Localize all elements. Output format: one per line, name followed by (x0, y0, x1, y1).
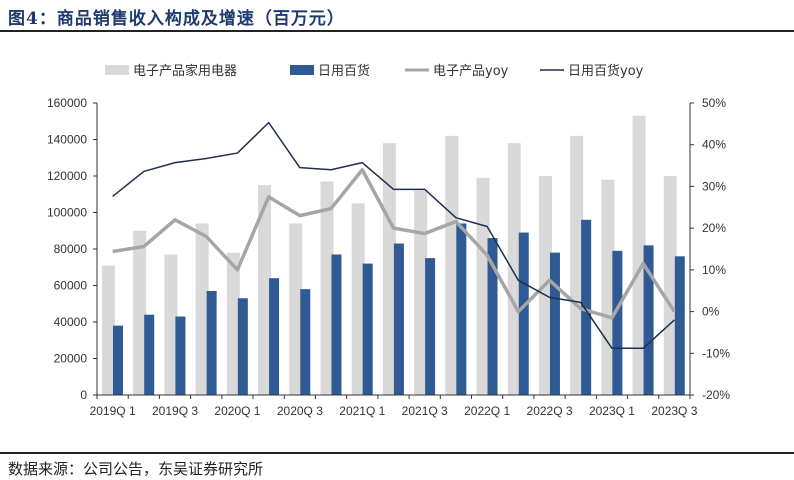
bar-electronics (663, 176, 677, 395)
line-electronics-yoy (112, 167, 676, 320)
bar-electronics (102, 265, 115, 395)
bar-daily-goods (549, 252, 560, 395)
x-tick-label: 2020Q 3 (277, 404, 323, 418)
left-tick-label: 120000 (47, 169, 87, 183)
bar-electronics (445, 135, 459, 395)
bar-electronics (258, 185, 272, 395)
top-rule (0, 30, 794, 32)
bar-daily-goods (456, 223, 467, 395)
source-note: 数据来源：公司公告，东吴证券研究所 (8, 460, 264, 478)
left-tick-label: 40000 (54, 315, 88, 329)
left-tick-label: 160000 (47, 96, 87, 110)
bar-daily-goods (237, 298, 248, 395)
bar-electronics (351, 203, 365, 395)
legend-label: 电子产品yoy (433, 64, 509, 79)
bar-daily-goods (518, 232, 529, 395)
right-tick-label: 20% (702, 221, 726, 235)
bottom-rule (0, 452, 794, 454)
bar-daily-goods (175, 316, 186, 395)
bar-electronics (414, 190, 428, 395)
bar-electronics (476, 177, 490, 395)
bar-daily-goods (269, 278, 280, 395)
left-tick-label: 20000 (54, 352, 88, 366)
bar-electronics (195, 223, 209, 395)
left-tick-label: 0 (80, 388, 87, 402)
legend-swatch (105, 65, 129, 75)
right-tick-label: -10% (702, 346, 730, 360)
bar-daily-goods (425, 258, 436, 395)
bar-electronics (507, 143, 521, 395)
x-tick-label: 2021Q 1 (339, 404, 385, 418)
x-tick-label: 2019Q 3 (152, 404, 198, 418)
bar-daily-goods (144, 314, 155, 395)
x-tick-label: 2022Q 3 (527, 404, 573, 418)
x-tick-label: 2020Q 1 (214, 404, 260, 418)
bar-electronics (570, 135, 584, 395)
bar-daily-goods (643, 245, 654, 395)
legend-label: 电子产品家用电器 (133, 63, 237, 79)
x-tick-label: 2023Q 1 (589, 404, 635, 418)
x-tick-label: 2022Q 1 (464, 404, 510, 418)
bar-electronics (382, 143, 396, 395)
left-tick-label: 80000 (54, 242, 88, 256)
left-tick-label: 140000 (47, 133, 87, 147)
bar-electronics (289, 223, 303, 395)
left-tick-label: 100000 (47, 206, 87, 220)
bar-daily-goods (113, 325, 123, 395)
right-tick-label: 40% (702, 138, 726, 152)
bar-daily-goods (581, 219, 592, 395)
bar-electronics (632, 115, 646, 396)
right-tick-label: 10% (702, 263, 726, 277)
figure-title: 图4：商品销售收入构成及增速（百万元） (8, 9, 345, 29)
x-tick-label: 2021Q 3 (402, 404, 448, 418)
bar-daily-goods (674, 256, 685, 395)
line-daily-goods-yoy (112, 121, 675, 350)
legend-label: 日用百货yoy (568, 63, 644, 79)
bar-daily-goods (612, 250, 623, 395)
bar-daily-goods (362, 263, 373, 395)
right-tick-label: 0% (702, 305, 720, 319)
right-tick-label: 30% (702, 179, 726, 193)
left-tick-label: 60000 (54, 279, 88, 293)
bar-electronics (164, 254, 178, 395)
bar-daily-goods (206, 290, 217, 395)
bar-daily-goods (331, 254, 342, 395)
legend-swatch (290, 65, 314, 75)
bar-electronics (601, 179, 615, 395)
bar-electronics (226, 252, 240, 395)
legend-label: 日用百货 (318, 63, 370, 79)
x-tick-label: 2019Q 1 (90, 404, 136, 418)
x-tick-label: 2023Q 3 (651, 404, 697, 418)
bar-daily-goods (487, 238, 498, 395)
bar-electronics (133, 230, 147, 395)
bar-daily-goods (393, 243, 404, 395)
right-tick-label: -20% (702, 388, 730, 402)
bar-electronics (320, 181, 334, 395)
bar-daily-goods (300, 289, 311, 395)
right-tick-label: 50% (702, 96, 726, 110)
